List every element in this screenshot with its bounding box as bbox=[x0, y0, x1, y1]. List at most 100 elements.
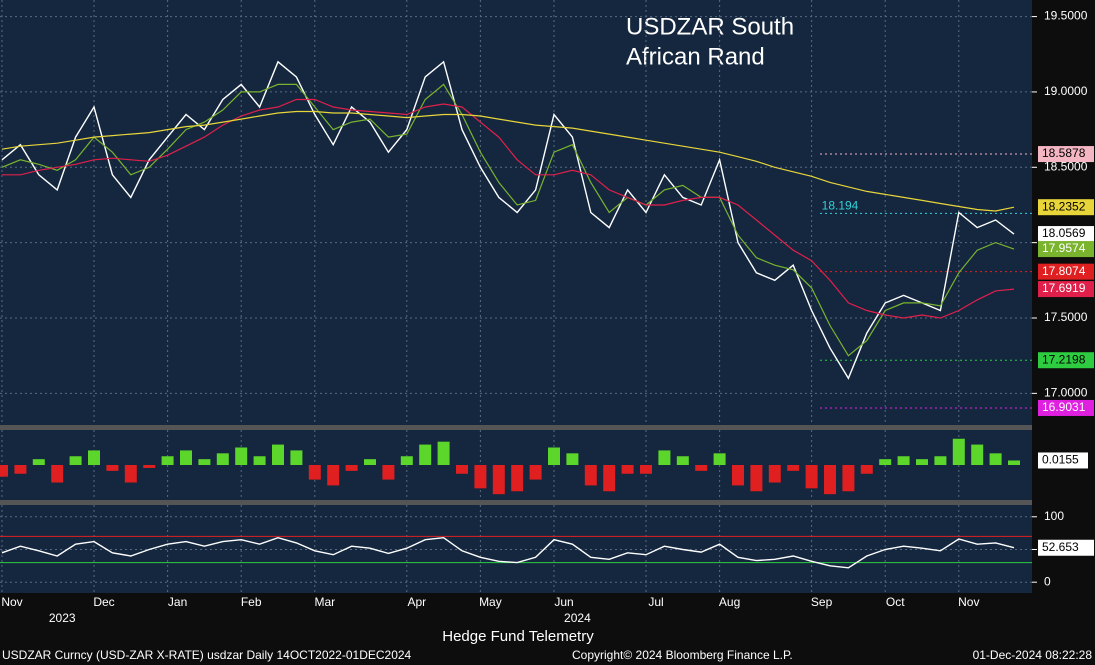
value-tag bbox=[1038, 452, 1088, 469]
footer: 01-Dec-2024 08:22:28 bbox=[973, 648, 1093, 662]
value-tag bbox=[1038, 199, 1094, 216]
value-tag-label: 17.2198 bbox=[1042, 352, 1086, 366]
value-tag bbox=[1038, 399, 1094, 416]
separator bbox=[0, 425, 1032, 430]
x-tick-label: May bbox=[479, 595, 502, 609]
bar bbox=[713, 453, 726, 465]
bar bbox=[658, 450, 671, 465]
value-tag-label: 17.9574 bbox=[1042, 241, 1086, 255]
value-tag bbox=[1038, 241, 1094, 258]
background bbox=[0, 0, 1095, 593]
x-tick-label: Oct bbox=[886, 595, 905, 609]
bar bbox=[198, 459, 211, 465]
bar bbox=[695, 465, 708, 471]
bar bbox=[327, 465, 340, 486]
value-tag-label: 18.5878 bbox=[1042, 146, 1086, 160]
bar bbox=[290, 450, 303, 465]
year-label: 2023 bbox=[49, 611, 76, 625]
bar bbox=[640, 465, 652, 474]
y-tick-label: 100 bbox=[1044, 509, 1064, 523]
series-line bbox=[1, 536, 1015, 569]
value-tag bbox=[1038, 352, 1094, 369]
bar bbox=[548, 447, 560, 465]
value-tag-label: 0.0155 bbox=[1042, 453, 1079, 467]
bar bbox=[787, 465, 800, 471]
bar bbox=[989, 453, 1002, 465]
bar bbox=[419, 444, 432, 465]
bar bbox=[952, 438, 965, 465]
bar bbox=[308, 465, 321, 480]
separator bbox=[0, 500, 1032, 505]
y-tick-label: 17.0000 bbox=[1044, 386, 1088, 400]
x-tick-label: Apr bbox=[407, 595, 426, 609]
bar bbox=[916, 459, 928, 465]
bar bbox=[456, 465, 468, 474]
chart-title: USDZAR South bbox=[626, 13, 794, 40]
bar bbox=[879, 459, 892, 465]
bar bbox=[768, 465, 781, 483]
x-tick-label: Nov bbox=[1, 595, 22, 609]
bar bbox=[621, 465, 634, 474]
bar bbox=[824, 465, 836, 495]
bar bbox=[474, 465, 487, 489]
value-tag-label: 18.2352 bbox=[1042, 199, 1086, 213]
x-tick-label: Jan bbox=[168, 595, 187, 609]
level-label: 18.194 bbox=[822, 199, 859, 213]
bar bbox=[860, 465, 873, 474]
year-label: 2024 bbox=[564, 611, 591, 625]
value-tag bbox=[1038, 146, 1094, 163]
value-tag bbox=[1038, 281, 1094, 298]
bar bbox=[216, 453, 229, 465]
bar bbox=[0, 465, 8, 477]
bar bbox=[511, 465, 524, 492]
bar bbox=[14, 465, 27, 474]
value-tag-label: 17.8074 bbox=[1042, 264, 1086, 278]
bar bbox=[51, 465, 64, 483]
bar bbox=[492, 465, 505, 495]
x-tick-label: Aug bbox=[719, 595, 740, 609]
bar bbox=[805, 465, 818, 489]
y-tick-label: 19.5000 bbox=[1044, 9, 1088, 23]
bar bbox=[934, 456, 947, 465]
bar bbox=[235, 447, 248, 465]
series-line bbox=[1, 60, 1015, 380]
chart-title: African Rand bbox=[626, 43, 765, 70]
y-tick-label: 0 bbox=[1044, 574, 1051, 588]
value-tag-label: 18.0569 bbox=[1042, 226, 1086, 240]
bar bbox=[253, 456, 266, 465]
value-tag bbox=[1038, 539, 1094, 556]
bar bbox=[345, 465, 358, 471]
series-line bbox=[1, 110, 1015, 212]
watermark: Hedge Fund Telemetry bbox=[442, 628, 594, 645]
bar bbox=[382, 465, 395, 480]
series-line bbox=[1, 83, 1015, 357]
bar bbox=[161, 456, 174, 465]
x-tick-label: Sep bbox=[811, 595, 833, 609]
series-line bbox=[2, 98, 1015, 319]
footer: Copyright© 2024 Bloomberg Finance L.P. bbox=[572, 648, 793, 662]
x-tick-label: Feb bbox=[241, 595, 262, 609]
bar bbox=[106, 465, 119, 471]
bar bbox=[124, 465, 137, 483]
value-tag bbox=[1038, 226, 1094, 243]
footer: USDZAR Curncy (USD-ZAR X-RATE) usdzar Da… bbox=[2, 648, 412, 662]
bar bbox=[603, 465, 616, 492]
x-tick-label: Nov bbox=[958, 595, 979, 609]
y-tick-label: 19.0000 bbox=[1044, 84, 1088, 98]
y-tick-label: 18.5000 bbox=[1044, 159, 1088, 173]
x-tick-label: Mar bbox=[314, 595, 335, 609]
bar bbox=[88, 450, 100, 465]
x-tick-label: Dec bbox=[93, 595, 114, 609]
bar bbox=[732, 465, 744, 486]
bar bbox=[897, 456, 910, 465]
bar bbox=[437, 441, 450, 465]
bar bbox=[272, 444, 284, 465]
bar bbox=[180, 450, 192, 465]
x-tick-label: Jul bbox=[648, 595, 663, 609]
bar bbox=[566, 453, 579, 465]
y-tick-label: 17.5000 bbox=[1044, 310, 1088, 324]
bar bbox=[842, 465, 855, 492]
bar bbox=[69, 456, 82, 465]
bar bbox=[750, 465, 763, 492]
